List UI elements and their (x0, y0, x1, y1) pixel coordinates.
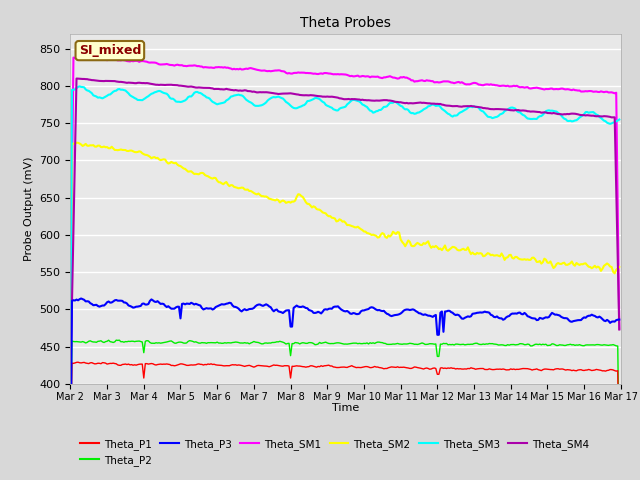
Theta_SM2 (67, 410, 74, 416)
Theta_P1 (616, 471, 623, 477)
Theta_SM2 (73, 140, 81, 145)
Theta_P3 (616, 317, 623, 323)
Line: Theta_P3: Theta_P3 (70, 299, 620, 480)
Line: Theta_SM1: Theta_SM1 (70, 58, 620, 329)
Theta_P1 (136, 361, 143, 367)
Line: Theta_SM4: Theta_SM4 (70, 79, 620, 380)
Line: Theta_P1: Theta_P1 (70, 362, 620, 474)
Legend: Theta_P1, Theta_P2, Theta_P3, Theta_SM1, Theta_SM2, Theta_SM3, Theta_SM4: Theta_P1, Theta_P2, Theta_P3, Theta_SM1,… (76, 435, 594, 470)
Theta_P1 (67, 467, 74, 472)
Theta_P2 (616, 455, 623, 461)
Theta_SM2 (586, 264, 594, 270)
Theta_SM4 (73, 76, 81, 82)
Theta_SM2 (250, 190, 258, 196)
Theta_SM4 (616, 326, 623, 332)
Theta_P3 (232, 304, 239, 310)
Theta_P3 (308, 308, 316, 314)
Theta_P2 (113, 337, 120, 343)
Theta_P2 (232, 339, 239, 345)
Theta_P3 (259, 303, 267, 309)
Y-axis label: Probe Output (mV): Probe Output (mV) (24, 156, 34, 261)
Theta_SM1 (250, 66, 258, 72)
Theta_SM1 (586, 88, 594, 94)
Theta_SM3 (136, 97, 143, 103)
Theta_P1 (250, 364, 258, 370)
Theta_SM4 (67, 377, 74, 383)
Theta_P3 (250, 305, 258, 311)
Theta_P1 (74, 360, 82, 365)
Theta_P2 (259, 341, 267, 347)
Theta_P1 (308, 363, 316, 369)
Line: Theta_SM2: Theta_SM2 (70, 143, 620, 413)
Theta_SM1 (232, 66, 239, 72)
Theta_SM3 (76, 84, 83, 89)
Theta_SM1 (67, 305, 74, 311)
Theta_SM1 (85, 55, 93, 60)
Theta_P1 (232, 362, 239, 368)
Theta_SM2 (232, 184, 239, 190)
Theta_SM4 (259, 89, 267, 95)
Line: Theta_P2: Theta_P2 (70, 340, 620, 458)
Theta_SM3 (250, 102, 258, 108)
Text: SI_mixed: SI_mixed (79, 44, 141, 57)
Theta_SM1 (136, 59, 143, 65)
Theta_SM2 (136, 148, 143, 154)
Theta_SM3 (259, 102, 267, 108)
Theta_P3 (136, 303, 143, 309)
Theta_SM2 (616, 264, 623, 270)
Theta_P2 (586, 342, 594, 348)
Theta_SM1 (259, 68, 267, 73)
Title: Theta Probes: Theta Probes (300, 16, 391, 30)
Theta_SM4 (586, 113, 594, 119)
Line: Theta_SM3: Theta_SM3 (70, 86, 620, 386)
Theta_P1 (586, 367, 594, 373)
Theta_P2 (67, 452, 74, 458)
Theta_SM4 (308, 92, 316, 98)
Theta_SM3 (67, 384, 74, 389)
Theta_SM2 (259, 193, 267, 199)
Theta_P2 (308, 340, 316, 346)
Theta_SM4 (250, 89, 258, 95)
Theta_SM3 (308, 97, 316, 103)
Theta_P2 (136, 338, 143, 344)
Theta_SM1 (616, 326, 623, 332)
Theta_SM4 (136, 80, 143, 85)
Theta_SM4 (232, 87, 239, 93)
Theta_SM2 (308, 204, 316, 210)
Theta_P3 (586, 313, 594, 319)
Theta_SM3 (616, 117, 623, 122)
Theta_P1 (259, 363, 267, 369)
Theta_SM1 (308, 71, 316, 76)
Theta_P2 (250, 338, 258, 344)
Theta_SM3 (586, 109, 594, 115)
X-axis label: Time: Time (332, 403, 359, 413)
Theta_P3 (77, 296, 85, 301)
Theta_SM3 (232, 92, 239, 98)
